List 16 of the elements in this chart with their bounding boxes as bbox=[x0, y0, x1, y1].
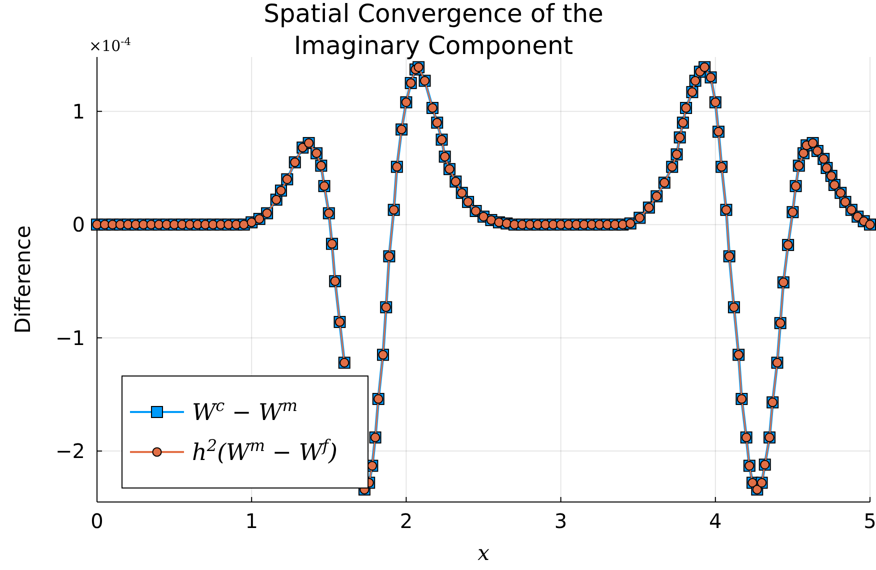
x-axis-title: x bbox=[478, 541, 490, 565]
y-tick-label: 0 bbox=[72, 212, 85, 237]
y-axis-title: Difference bbox=[11, 225, 35, 334]
x-tick-label: 5 bbox=[864, 509, 876, 533]
y-tick-label: −2 bbox=[56, 439, 85, 464]
y-tick-label: −1 bbox=[56, 326, 85, 350]
legend-label: W$^{c}$ − W$^{m}$ bbox=[192, 396, 298, 426]
legend-label: h$^{2}$(W$^{m}$ − W$^{f}$) bbox=[192, 436, 338, 466]
x-tick-label: 1 bbox=[245, 509, 258, 533]
x-tick-label: 3 bbox=[554, 509, 568, 533]
x-tick-label: 4 bbox=[709, 509, 722, 533]
y-tick-label: 1 bbox=[72, 99, 85, 124]
x-tick-label: 2 bbox=[400, 509, 413, 533]
chart-title: Spatial Convergence of the Imaginary Component bbox=[264, 0, 604, 60]
x-tick-label: 0 bbox=[90, 509, 104, 533]
text: ×10$^{-4}$ bbox=[89, 36, 132, 55]
